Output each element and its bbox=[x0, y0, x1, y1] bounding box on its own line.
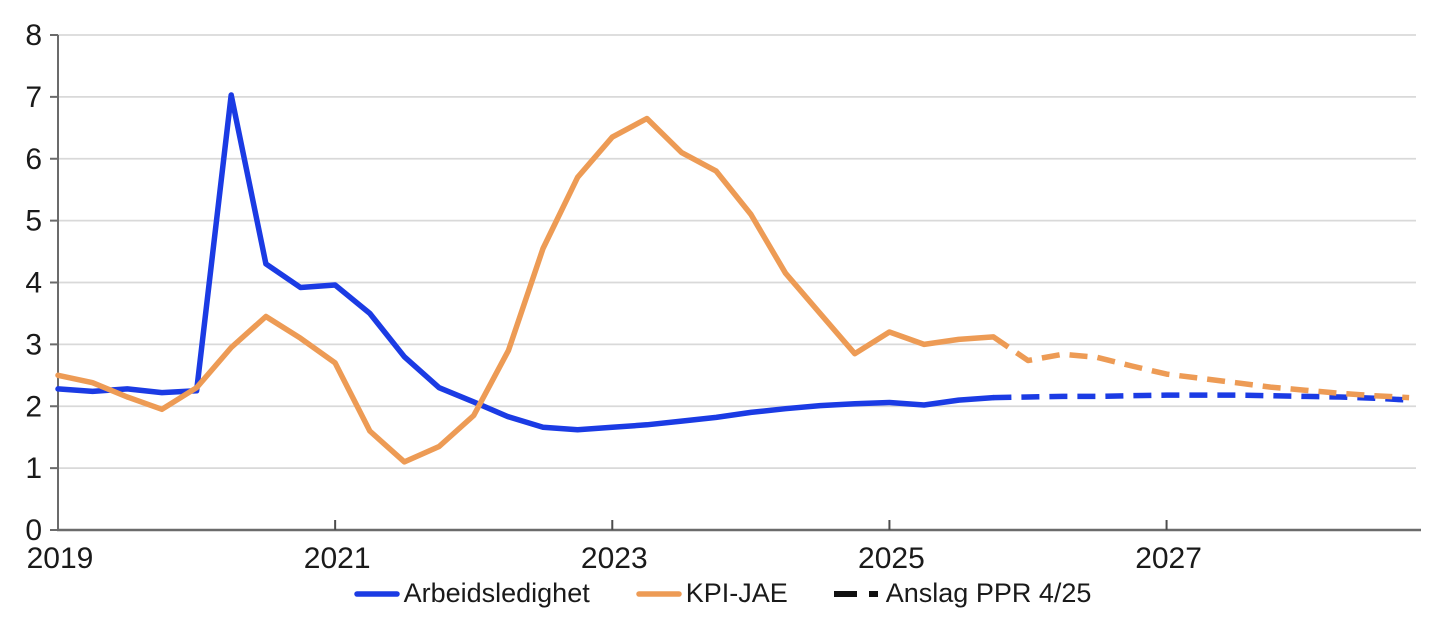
y-axis-label-0: 0 bbox=[25, 514, 42, 547]
series-line-kpi-jae-anslag-ppr-4-25 bbox=[991, 334, 1410, 401]
y-axis-label-1: 1 bbox=[25, 452, 42, 485]
legend-marker-dashed-line-icon bbox=[833, 590, 882, 597]
x-axis-label-2023: 2023 bbox=[581, 542, 648, 575]
legend-item-kpi-jae: KPI-JAE bbox=[635, 578, 788, 609]
legend-marker-blue-line-icon bbox=[353, 590, 400, 597]
legend-item-arbeidsledighet: Arbeidsledighet bbox=[353, 578, 590, 609]
x-axis-label-2021: 2021 bbox=[304, 542, 371, 575]
y-axis-label-3: 3 bbox=[25, 328, 42, 361]
x-axis-label-2019: 2019 bbox=[27, 542, 94, 575]
x-axis-label-2025: 2025 bbox=[858, 542, 925, 575]
series-line-arbeidsledighet-anslag-ppr-4-25 bbox=[993, 392, 1410, 403]
y-axis-label-2: 2 bbox=[25, 390, 42, 423]
series-line-kpi-jae bbox=[55, 115, 997, 465]
legend-label-arbeidsledighet: Arbeidsledighet bbox=[403, 578, 590, 608]
legend-item-anslag: Anslag PPR 4/25 bbox=[833, 578, 1092, 609]
y-axis-label-5: 5 bbox=[25, 205, 42, 238]
legend-label-anslag: Anslag PPR 4/25 bbox=[885, 578, 1092, 608]
x-axis-label-2027: 2027 bbox=[1135, 542, 1202, 575]
legend: Arbeidsledighet KPI-JAE Anslag PPR 4/25 bbox=[0, 578, 1445, 609]
series-line-arbeidsledighet bbox=[55, 92, 997, 433]
y-axis-label-8: 8 bbox=[25, 19, 42, 52]
legend-label-kpi-jae: KPI-JAE bbox=[685, 578, 788, 608]
y-axis-label-4: 4 bbox=[25, 267, 42, 300]
y-axis-label-7: 7 bbox=[25, 81, 42, 114]
legend-marker-orange-line-icon bbox=[635, 590, 682, 597]
y-axis-label-6: 6 bbox=[25, 143, 42, 176]
